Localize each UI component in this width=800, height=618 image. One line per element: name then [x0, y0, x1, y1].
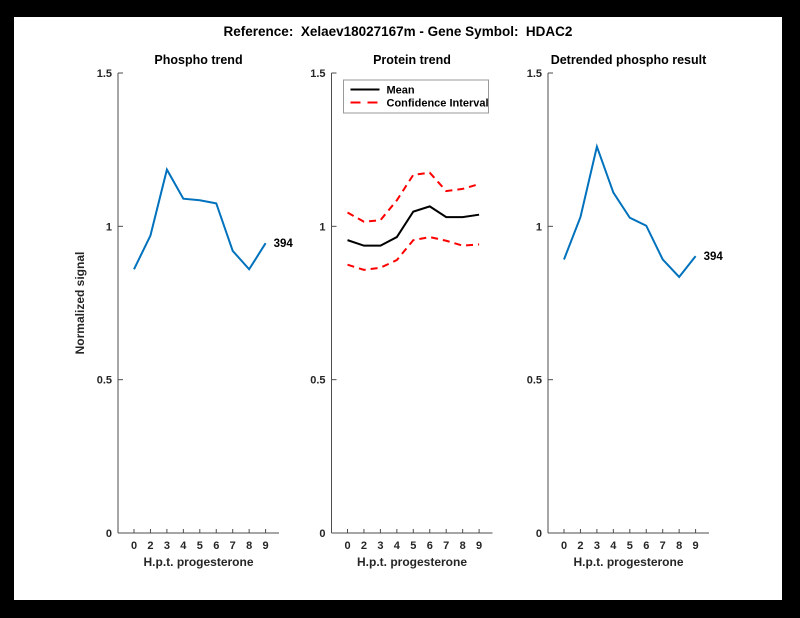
- legend-box: [343, 79, 489, 114]
- confidence-interval-line: [347, 236, 480, 271]
- signal-line: [563, 143, 697, 279]
- y-tick-label: 1: [319, 221, 325, 233]
- axes: [547, 72, 709, 534]
- subplot-title: Phospho trend: [154, 53, 242, 67]
- x-tick-label: 6: [427, 540, 433, 552]
- subplot-title: Detrended phospho result: [551, 53, 707, 67]
- x-tick-label: 9: [476, 540, 482, 552]
- y-tick-label: 1: [536, 221, 542, 233]
- axes: [331, 72, 493, 534]
- x-tick-label: 3: [377, 540, 383, 552]
- x-tick-label: 9: [693, 540, 699, 552]
- y-tick-label: 0.5: [97, 375, 112, 387]
- x-tick-label: 2: [577, 540, 583, 552]
- subplot-title: Protein trend: [373, 53, 451, 67]
- x-tick-label: 8: [460, 540, 466, 552]
- y-tick-label: 0: [106, 528, 112, 540]
- x-tick-label: 8: [676, 540, 682, 552]
- x-tick-label: 3: [594, 540, 600, 552]
- x-tick-label: 5: [627, 540, 633, 552]
- figure-canvas: Reference: Xelaev18027167m - Gene Symbol…: [14, 17, 782, 600]
- x-axis-label: H.p.t. progesterone: [143, 555, 253, 569]
- y-tick-label: 1.5: [97, 68, 112, 80]
- x-axis-label: H.p.t. progesterone: [573, 555, 683, 569]
- x-tick-label: 7: [443, 540, 449, 552]
- x-tick-label: 0: [131, 540, 137, 552]
- x-tick-label: 6: [213, 540, 219, 552]
- y-tick-label: 1.5: [310, 68, 325, 80]
- y-axis-label: Normalized signal: [73, 252, 87, 355]
- y-tick-label: 1: [106, 221, 112, 233]
- legend-label: Mean: [387, 85, 415, 97]
- x-tick-label: 4: [394, 540, 401, 552]
- x-tick-label: 9: [263, 540, 269, 552]
- x-tick-label: 6: [643, 540, 649, 552]
- y-tick-label: 0: [319, 528, 325, 540]
- figure-title: Reference: Xelaev18027167m - Gene Symbol…: [223, 24, 573, 39]
- axes: [117, 72, 279, 534]
- x-tick-label: 2: [147, 540, 153, 552]
- y-tick-label: 0.5: [527, 375, 542, 387]
- x-tick-label: 0: [561, 540, 567, 552]
- line-end-label: 394: [704, 251, 724, 263]
- line-end-label: 394: [274, 238, 294, 250]
- legend-label: Confidence Interval: [387, 98, 489, 110]
- x-tick-label: 5: [410, 540, 416, 552]
- x-tick-label: 3: [164, 540, 170, 552]
- x-tick-label: 5: [197, 540, 203, 552]
- y-tick-label: 0: [536, 528, 542, 540]
- confidence-interval-line: [347, 171, 480, 223]
- y-tick-label: 0.5: [310, 375, 325, 387]
- x-tick-label: 4: [180, 540, 187, 552]
- x-tick-label: 2: [361, 540, 367, 552]
- x-tick-label: 7: [230, 540, 236, 552]
- x-axis-label: H.p.t. progesterone: [357, 555, 467, 569]
- signal-line: [133, 166, 267, 271]
- x-tick-label: 7: [660, 540, 666, 552]
- x-tick-label: 0: [344, 540, 350, 552]
- y-tick-label: 1.5: [527, 68, 542, 80]
- x-tick-label: 4: [610, 540, 617, 552]
- x-tick-label: 8: [246, 540, 252, 552]
- mean-line: [347, 205, 480, 247]
